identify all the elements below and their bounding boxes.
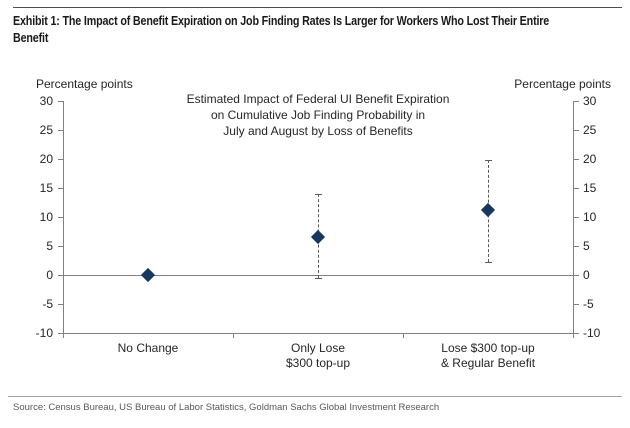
category-label: Only Lose $300 top-up <box>286 341 350 371</box>
error-bar-cap-top <box>485 160 492 161</box>
plot-area: Estimated Impact of Federal UI Benefit E… <box>36 92 601 370</box>
y-tick-label-left: 20 <box>39 152 53 166</box>
y-tick-right <box>574 246 579 247</box>
y-tick-right <box>574 159 579 160</box>
top-divider <box>13 7 622 8</box>
error-bar-cap-bottom <box>315 278 322 279</box>
y-tick-label-right: 10 <box>583 210 597 224</box>
category-label: Lose $300 top-up & Regular Benefit <box>441 341 535 371</box>
chart-title: Estimated Impact of Federal UI Benefit E… <box>63 91 573 139</box>
exhibit-title-line1: Exhibit 1: The Impact of Benefit Expirat… <box>13 14 550 28</box>
exhibit-title-line2: Benefit <box>13 31 49 45</box>
y-tick-left <box>58 333 63 334</box>
exhibit-title: Exhibit 1: The Impact of Benefit Expirat… <box>13 13 549 47</box>
y-tick-label-right: 5 <box>583 239 590 253</box>
source-text: Source: Census Bureau, US Bureau of Labo… <box>13 402 440 413</box>
y-tick-label-right: -10 <box>583 326 601 340</box>
y-tick-left <box>58 246 63 247</box>
category-label-line: Only Lose <box>290 341 346 355</box>
chart-title-line2: on Cumulative Job Finding Probability in <box>210 108 426 122</box>
y-tick-label-left: 30 <box>39 94 53 108</box>
y-tick-right <box>574 188 579 189</box>
y-tick-right <box>574 130 579 131</box>
data-point-diamond <box>310 229 326 245</box>
y-axis-right-line <box>573 101 574 333</box>
x-tick <box>233 334 234 338</box>
y-tick-label-right: 0 <box>583 268 590 282</box>
category-label-line: No Change <box>117 341 179 355</box>
y-tick-left <box>58 188 63 189</box>
x-axis-line <box>63 333 574 334</box>
error-bar-cap-bottom <box>485 262 492 263</box>
y-tick-left <box>58 159 63 160</box>
y-tick-label-left: 0 <box>46 268 53 282</box>
y-tick-left <box>58 130 63 131</box>
y-tick-right <box>574 101 579 102</box>
y-tick-label-right: -5 <box>583 297 594 311</box>
x-tick <box>63 334 64 338</box>
x-tick <box>403 334 404 338</box>
y-axis-right-unit-label: Percentage points <box>514 77 611 91</box>
x-tick <box>573 334 574 338</box>
y-tick-label-right: 30 <box>583 94 597 108</box>
chart-title-line3: July and August by Loss of Benefits <box>223 124 413 138</box>
y-tick-left <box>58 304 63 305</box>
y-tick-label-left: 10 <box>39 210 53 224</box>
error-bar-cap-top <box>315 194 322 195</box>
y-tick-label-left: 25 <box>39 123 53 137</box>
chart-title-line1: Estimated Impact of Federal UI Benefit E… <box>186 92 450 106</box>
data-point-diamond <box>480 202 496 218</box>
y-tick-label-right: 15 <box>583 181 597 195</box>
y-axis-left-line <box>63 101 64 333</box>
category-label-line: & Regular Benefit <box>440 356 536 370</box>
y-tick-left <box>58 217 63 218</box>
y-tick-label-left: -10 <box>35 326 53 340</box>
category-label-line: $300 top-up <box>285 356 351 370</box>
y-tick-label-right: 20 <box>583 152 597 166</box>
y-tick-label-left: 5 <box>46 239 53 253</box>
y-tick-label-right: 25 <box>583 123 597 137</box>
bottom-divider <box>8 396 622 397</box>
y-tick-right <box>574 304 579 305</box>
y-tick-right <box>574 275 579 276</box>
y-tick-right <box>574 333 579 334</box>
y-tick-left <box>58 275 63 276</box>
y-tick-label-left: 15 <box>39 181 53 195</box>
category-label-line: Lose $300 top-up <box>441 341 535 355</box>
y-axis-left-unit-label: Percentage points <box>36 77 133 91</box>
category-label: No Change <box>118 341 179 356</box>
data-point-diamond <box>140 267 156 283</box>
y-tick-label-left: -5 <box>42 297 53 311</box>
y-tick-left <box>58 101 63 102</box>
y-tick-right <box>574 217 579 218</box>
